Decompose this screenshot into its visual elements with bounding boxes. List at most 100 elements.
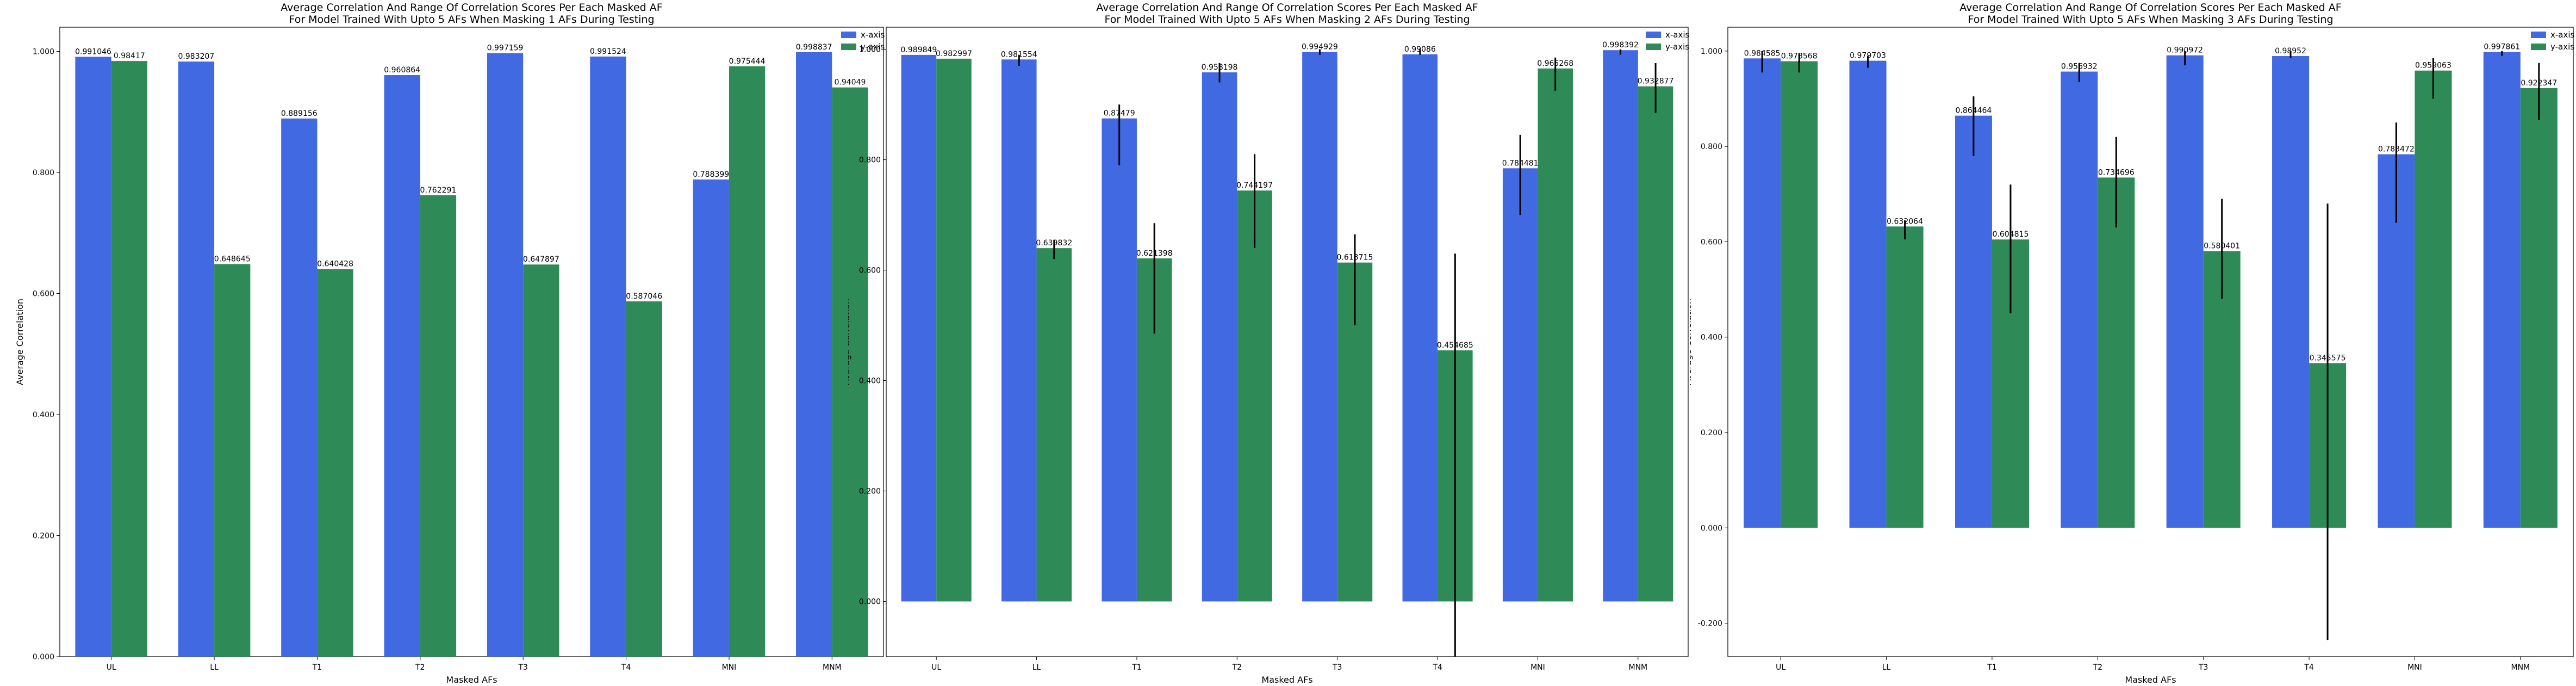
data-label: 0.580401 (2204, 242, 2240, 251)
bar-y-axis-ul (1781, 61, 1818, 528)
y-axis-label: Average Correlation (1690, 299, 1693, 385)
bar-x-axis-t2 (2061, 71, 2098, 528)
legend-label: x-axis (2550, 30, 2575, 40)
y-tick-label: 0.200 (1701, 429, 1722, 437)
data-label: 0.648645 (214, 255, 251, 263)
data-label: 0.639832 (1036, 239, 1072, 248)
legend-label: x-axis (1665, 30, 1690, 40)
bar-y-axis-t2 (420, 195, 457, 657)
bar-x-axis-t4 (590, 56, 626, 657)
chart-title-line-2: For Model Trained With Upto 5 AFs When M… (289, 14, 654, 26)
y-tick-label: 0.400 (859, 377, 881, 386)
data-label: 0.744197 (1236, 181, 1273, 190)
data-label: 0.922347 (2521, 79, 2557, 88)
x-tick-label: T1 (312, 663, 322, 672)
data-label: 0.454685 (1437, 341, 1473, 350)
data-label: 0.978568 (1781, 52, 1818, 61)
data-label: 0.956932 (2061, 63, 2098, 71)
x-tick-label: T3 (1332, 663, 1342, 672)
y-tick-label: 0.400 (1701, 333, 1722, 342)
x-tick-label: LL (1882, 663, 1891, 672)
bar-y-axis-t2 (2098, 177, 2135, 528)
data-label: 0.864464 (1956, 107, 1992, 115)
data-label: 0.734696 (2098, 168, 2135, 177)
data-label: 0.958198 (1202, 63, 1238, 72)
x-tick-label: MNI (2407, 663, 2422, 672)
y-tick-label: 0.000 (33, 653, 54, 662)
data-label: 0.613715 (1337, 254, 1373, 262)
legend-swatch (1646, 44, 1661, 50)
x-tick-label: T3 (2198, 663, 2208, 672)
bar-x-axis-ul (75, 57, 111, 657)
x-axis-label: Masked AFs (1261, 675, 1312, 685)
chart-masking-2: 0.000 0.200 0.400 0.600 0.800 1.000 UL LL T1 T2 T3… (848, 2, 1690, 685)
data-label: 0.983207 (178, 52, 215, 61)
bar-x-axis-t2 (384, 75, 420, 657)
data-label: 0.959063 (2415, 61, 2451, 70)
data-label: 0.998392 (1602, 41, 1639, 50)
data-label: 0.998837 (796, 43, 832, 52)
y-tick-label: 0.000 (1701, 524, 1722, 533)
bar-x-axis-t3 (487, 53, 524, 657)
bar-x-axis-t1 (281, 118, 318, 657)
x-tick-label: MNI (722, 663, 737, 672)
bar-x-axis-ll (1001, 59, 1037, 602)
y-tick-label: 0.200 (33, 532, 54, 541)
data-label: 0.621398 (1136, 249, 1173, 258)
x-tick-label: UL (931, 663, 941, 672)
x-tick-label: T4 (1432, 663, 1442, 672)
data-label: 0.604815 (1993, 230, 2029, 239)
data-label: 0.783472 (2378, 145, 2415, 154)
x-tick-label: MNM (823, 663, 842, 672)
bar-y-axis-mnm (2520, 88, 2558, 528)
bar-y-axis-ll (214, 264, 251, 657)
data-label: 0.87479 (1104, 109, 1135, 118)
bar-y-axis-mnm (832, 87, 868, 657)
legend-label: y-axis (2550, 42, 2574, 52)
chart-masking-1: 0.000 0.200 0.400 0.600 0.800 1.000 UL LL T1 T2 T3… (15, 2, 885, 685)
data-label: 0.997159 (487, 44, 524, 53)
bar-x-axis-mnm (1603, 50, 1638, 602)
data-label: 0.984585 (1744, 49, 1781, 58)
bar-y-axis-t2 (1237, 190, 1272, 602)
bar-x-axis-t1 (1102, 118, 1137, 602)
x-tick-label: T1 (1131, 663, 1141, 672)
y-tick-label: 0.600 (1701, 238, 1722, 246)
data-label: 0.762291 (420, 186, 457, 195)
data-label: 0.981554 (1001, 50, 1037, 59)
bar-y-axis-t3 (523, 264, 559, 657)
y-tick-label: 0.800 (33, 169, 54, 177)
data-label: 0.632064 (1887, 217, 1923, 226)
bar-y-axis-mni (729, 66, 766, 657)
bar-x-axis-mni (693, 179, 729, 657)
bar-y-axis-ll (1036, 248, 1072, 602)
data-label: 0.991524 (590, 47, 626, 56)
y-axis-label: Average Correlation (15, 299, 25, 385)
bar-x-axis-t4 (2272, 56, 2310, 528)
chart-title-line-1: Average Correlation And Range Of Correla… (1959, 2, 2341, 14)
chart-title-line-2: For Model Trained With Upto 5 AFs When M… (1104, 14, 1470, 26)
bar-x-axis-mnm (796, 52, 832, 657)
y-tick-label: 0.800 (1701, 143, 1722, 151)
bar-x-axis-t3 (1302, 52, 1337, 602)
y-axis-label: Average Correlation (848, 299, 851, 385)
legend-label: x-axis (861, 30, 885, 40)
y-tick-label: -0.200 (1698, 620, 1722, 628)
x-tick-label: T2 (415, 663, 425, 672)
x-tick-label: LL (210, 663, 219, 672)
x-tick-label: MNM (2511, 663, 2530, 672)
data-label: 0.345575 (2310, 354, 2346, 362)
x-tick-label: T2 (1232, 663, 1242, 672)
y-tick-label: 1.000 (33, 48, 54, 57)
chart-title-line-1: Average Correlation And Range Of Correla… (1096, 2, 1478, 14)
y-tick-label: 0.600 (859, 267, 881, 275)
data-label: 0.975444 (729, 57, 766, 66)
x-tick-label: UL (1776, 663, 1785, 672)
bar-y-axis-t1 (317, 269, 353, 657)
x-tick-label: MNM (1628, 663, 1647, 672)
y-tick-label: 0.800 (859, 156, 881, 165)
plot-frame (59, 27, 884, 657)
bar-y-axis-mni (2415, 70, 2452, 528)
data-label: 0.647897 (523, 255, 559, 264)
